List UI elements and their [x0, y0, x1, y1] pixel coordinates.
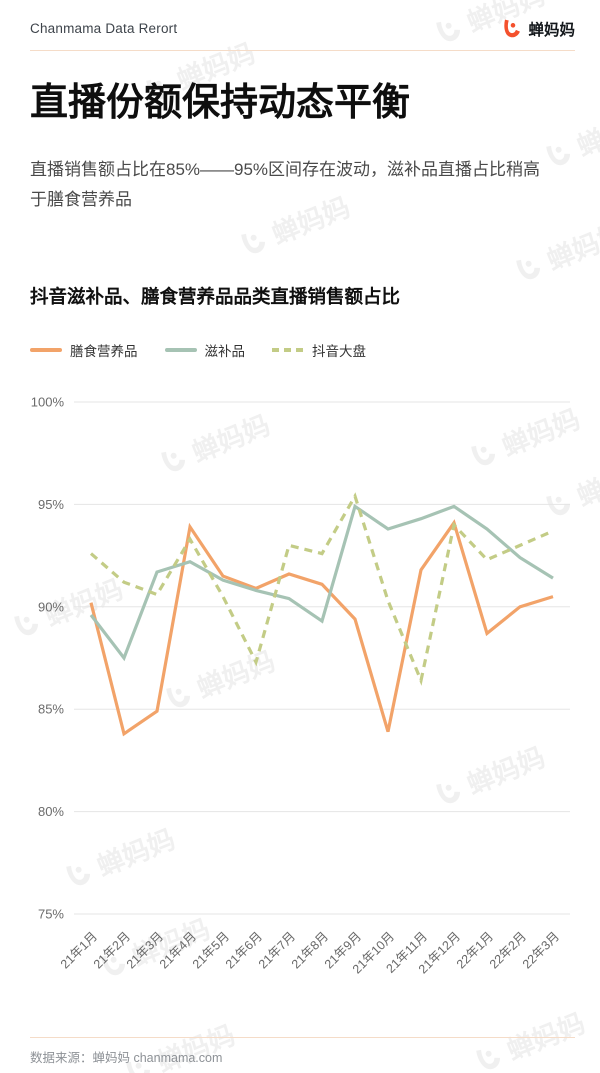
line-chart: 100% 95% 90% 85% 80% 75% 21年1月 21年2月 21年3月 21年4月 2… — [0, 380, 600, 1008]
legend-swatch-douyin-overall — [272, 348, 304, 352]
watermark-logo-icon — [240, 233, 265, 253]
legend-label: 滋补品 — [204, 344, 246, 359]
watermark-logo-icon — [475, 1049, 500, 1069]
data-source: 数据来源：蝉妈妈 chanmama.com — [30, 1051, 223, 1065]
watermark-text: 蝉妈妈 — [502, 1007, 590, 1067]
chanmama-logo-text: 蝉妈妈 — [528, 21, 575, 39]
chanmama-logo: 蝉妈妈 — [500, 17, 575, 40]
series-line-tonic — [89, 503, 554, 662]
y-axis-tick-label: 90% — [38, 599, 64, 614]
watermark-logo-icon — [435, 21, 460, 41]
watermark-logo-icon — [545, 145, 570, 165]
y-axis-tick-label: 75% — [38, 907, 64, 922]
chart-legend: 膳食营养品 滋补品 抖音大盘 — [30, 340, 366, 360]
x-axis-tick-label: 22年3月 — [520, 929, 562, 971]
page-title: 直播份额保持动态平衡 — [30, 82, 411, 124]
legend-label: 膳食营养品 — [70, 344, 138, 359]
line-chart-canvas: 100%95%90%85%80%75%21年1月21年2月21年3月21年4月2… — [31, 395, 570, 976]
legend-item-tonic: 滋补品 — [164, 340, 246, 360]
brand-watermark: 蝉妈妈 — [507, 212, 600, 292]
footer-divider — [30, 1037, 575, 1038]
watermark-text: 蝉妈妈 — [542, 217, 600, 277]
legend-item-dietary-nutrition: 膳食营养品 — [30, 340, 138, 360]
header-divider — [30, 50, 575, 51]
legend-item-douyin-overall: 抖音大盘 — [272, 340, 366, 360]
series-line-dietary-nutrition — [89, 519, 554, 737]
series-line-douyin-overall — [89, 492, 554, 686]
header-title: Chanmama Data Rerort — [30, 21, 178, 36]
watermark-logo-icon — [515, 259, 540, 279]
watermark-text: 蝉妈妈 — [572, 103, 600, 163]
page-subtitle: 直播销售额占比在85%——95%区间存在波动，滋补品直播占比稍高于膳食营养品 — [30, 160, 541, 209]
legend-label: 抖音大盘 — [312, 344, 366, 359]
y-axis-tick-label: 85% — [38, 702, 64, 717]
legend-swatch-tonic — [164, 348, 197, 352]
chanmama-logo-icon — [504, 19, 521, 38]
y-axis-tick-label: 80% — [38, 804, 64, 819]
y-axis-tick-label: 100% — [31, 395, 65, 410]
chart-title: 抖音滋补品、膳食营养品品类直播销售额占比 — [30, 286, 401, 307]
y-axis-tick-label: 95% — [38, 497, 64, 512]
legend-swatch-dietary-nutrition — [30, 348, 62, 352]
